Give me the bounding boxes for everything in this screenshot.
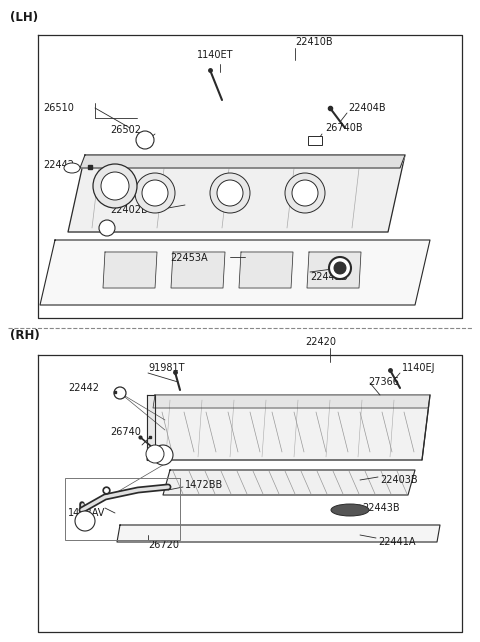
Text: 1472AV: 1472AV: [68, 508, 106, 518]
Polygon shape: [239, 252, 293, 288]
Circle shape: [329, 257, 351, 279]
Polygon shape: [38, 35, 462, 318]
Circle shape: [135, 173, 175, 213]
Text: 22442: 22442: [43, 160, 74, 170]
Text: 1140ET: 1140ET: [197, 50, 233, 60]
Text: 27366: 27366: [368, 377, 399, 387]
Text: (LH): (LH): [10, 12, 38, 24]
Polygon shape: [117, 525, 440, 542]
Polygon shape: [171, 252, 225, 288]
Circle shape: [334, 262, 346, 274]
Circle shape: [292, 180, 318, 206]
Circle shape: [146, 445, 164, 463]
Text: 26740B: 26740B: [325, 123, 362, 133]
Circle shape: [217, 180, 243, 206]
Polygon shape: [163, 470, 415, 495]
Polygon shape: [147, 395, 430, 460]
Text: 22403B: 22403B: [380, 475, 418, 485]
Text: 22404B: 22404B: [348, 103, 385, 113]
Text: 1140EJ: 1140EJ: [402, 363, 435, 373]
Text: 22402B: 22402B: [110, 205, 148, 215]
Circle shape: [101, 172, 129, 200]
Circle shape: [210, 173, 250, 213]
Text: 26502: 26502: [110, 125, 141, 135]
Text: 26720: 26720: [148, 540, 179, 550]
Text: 22443B: 22443B: [362, 503, 400, 513]
Text: 22420: 22420: [305, 337, 336, 347]
Polygon shape: [103, 252, 157, 288]
Text: A: A: [160, 451, 166, 460]
Bar: [308, 136, 322, 145]
Polygon shape: [68, 155, 405, 232]
Text: 22441A: 22441A: [378, 537, 416, 547]
Text: A: A: [82, 517, 88, 526]
Circle shape: [93, 164, 137, 208]
Circle shape: [75, 511, 95, 531]
Circle shape: [153, 445, 173, 465]
Text: 22453A: 22453A: [170, 253, 208, 263]
Text: 22442: 22442: [68, 383, 99, 393]
Text: 26740: 26740: [110, 427, 141, 437]
Text: 22443B: 22443B: [310, 272, 348, 282]
Polygon shape: [147, 395, 155, 460]
Bar: [65, 478, 180, 540]
Circle shape: [99, 220, 115, 236]
Text: (RH): (RH): [10, 329, 40, 342]
Circle shape: [142, 180, 168, 206]
Circle shape: [285, 173, 325, 213]
Text: 91981T: 91981T: [148, 363, 184, 373]
Ellipse shape: [331, 504, 369, 516]
Text: 1472BB: 1472BB: [185, 480, 223, 490]
Polygon shape: [153, 395, 430, 408]
Text: 26510: 26510: [43, 103, 74, 113]
Text: 22410B: 22410B: [295, 37, 333, 47]
Circle shape: [136, 131, 154, 149]
Polygon shape: [38, 355, 462, 632]
Polygon shape: [80, 155, 405, 168]
Polygon shape: [307, 252, 361, 288]
Polygon shape: [40, 240, 430, 305]
Circle shape: [114, 387, 126, 399]
Ellipse shape: [64, 163, 80, 173]
